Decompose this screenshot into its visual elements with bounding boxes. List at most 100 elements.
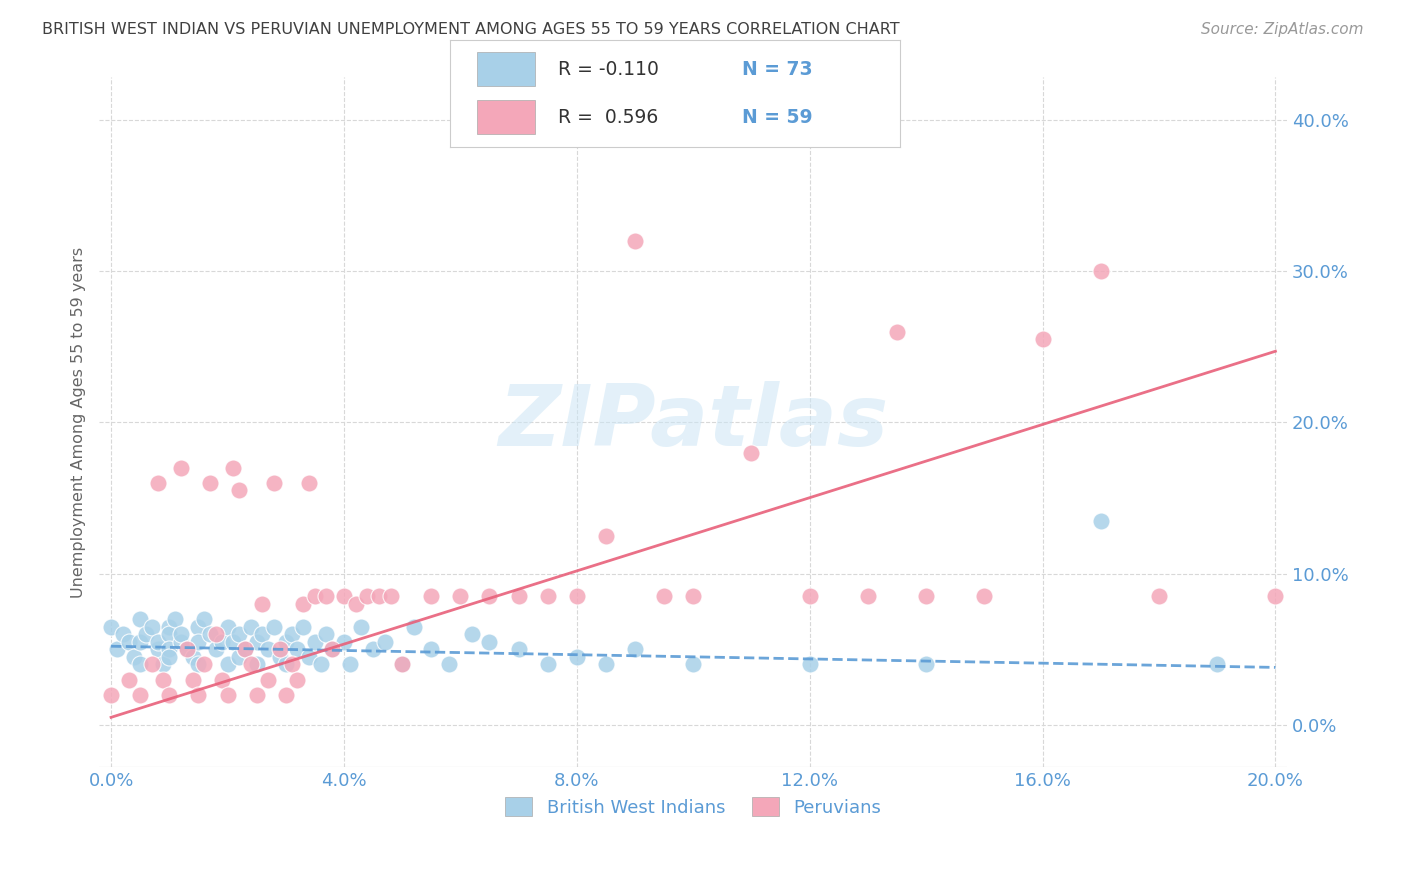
Point	[157, 649, 180, 664]
Point	[181, 673, 204, 687]
Text: R = -0.110: R = -0.110	[558, 60, 659, 78]
Point	[740, 445, 762, 459]
Point	[222, 460, 245, 475]
Point	[315, 627, 337, 641]
Point	[181, 649, 204, 664]
Point	[280, 627, 302, 641]
Point	[344, 597, 367, 611]
Point	[217, 657, 239, 672]
Text: ZIPatlas: ZIPatlas	[498, 381, 889, 464]
Point	[292, 619, 315, 633]
Point	[239, 657, 262, 672]
Point	[274, 688, 297, 702]
Text: BRITISH WEST INDIAN VS PERUVIAN UNEMPLOYMENT AMONG AGES 55 TO 59 YEARS CORRELATI: BRITISH WEST INDIAN VS PERUVIAN UNEMPLOY…	[42, 22, 900, 37]
Point	[1090, 514, 1112, 528]
Point	[274, 634, 297, 648]
Point	[187, 688, 209, 702]
Point	[367, 590, 389, 604]
Point	[624, 642, 647, 657]
Point	[799, 657, 821, 672]
Point	[117, 634, 139, 648]
Point	[146, 634, 169, 648]
Point	[157, 642, 180, 657]
Point	[246, 634, 269, 648]
Point	[380, 590, 402, 604]
Point	[187, 634, 209, 648]
Point	[217, 688, 239, 702]
Point	[1206, 657, 1229, 672]
Point	[170, 627, 193, 641]
Point	[157, 688, 180, 702]
Point	[228, 627, 250, 641]
Point	[141, 619, 163, 633]
Point	[252, 627, 274, 641]
Point	[269, 642, 291, 657]
Point	[449, 590, 471, 604]
Point	[595, 529, 617, 543]
Point	[682, 590, 704, 604]
Point	[374, 634, 396, 648]
Point	[124, 649, 146, 664]
Point	[129, 688, 152, 702]
Point	[1090, 264, 1112, 278]
Point	[1032, 332, 1054, 346]
Point	[205, 642, 228, 657]
Point	[129, 657, 152, 672]
Point	[274, 657, 297, 672]
Point	[339, 657, 361, 672]
Point	[233, 642, 256, 657]
Point	[170, 460, 193, 475]
Point	[565, 590, 588, 604]
Point	[211, 673, 233, 687]
Point	[508, 590, 530, 604]
Point	[624, 234, 647, 248]
Point	[304, 590, 326, 604]
Point	[973, 590, 995, 604]
Point	[269, 649, 291, 664]
Point	[211, 634, 233, 648]
Point	[157, 619, 180, 633]
Point	[135, 627, 157, 641]
Point	[350, 619, 373, 633]
Point	[565, 649, 588, 664]
Point	[228, 483, 250, 498]
Point	[205, 627, 228, 641]
Point	[915, 590, 938, 604]
Point	[117, 673, 139, 687]
Point	[100, 688, 122, 702]
Point	[356, 590, 378, 604]
Point	[915, 657, 938, 672]
Point	[886, 325, 908, 339]
Point	[420, 642, 443, 657]
Point	[239, 619, 262, 633]
Point	[233, 642, 256, 657]
Point	[198, 475, 221, 490]
Point	[315, 590, 337, 604]
Point	[309, 657, 332, 672]
Point	[146, 475, 169, 490]
Point	[508, 642, 530, 657]
Point	[228, 649, 250, 664]
Point	[193, 657, 215, 672]
Point	[287, 673, 309, 687]
FancyBboxPatch shape	[477, 52, 536, 87]
Point	[157, 627, 180, 641]
Point	[478, 634, 501, 648]
FancyBboxPatch shape	[477, 100, 536, 135]
Text: R =  0.596: R = 0.596	[558, 108, 658, 127]
Point	[141, 657, 163, 672]
Point	[252, 597, 274, 611]
Point	[652, 590, 675, 604]
Point	[361, 642, 384, 657]
Point	[257, 642, 280, 657]
Point	[280, 657, 302, 672]
Point	[420, 590, 443, 604]
Point	[198, 627, 221, 641]
Point	[461, 627, 484, 641]
Point	[187, 619, 209, 633]
Point	[100, 619, 122, 633]
Point	[437, 657, 460, 672]
Point	[246, 657, 269, 672]
Point	[333, 590, 356, 604]
Point	[333, 634, 356, 648]
